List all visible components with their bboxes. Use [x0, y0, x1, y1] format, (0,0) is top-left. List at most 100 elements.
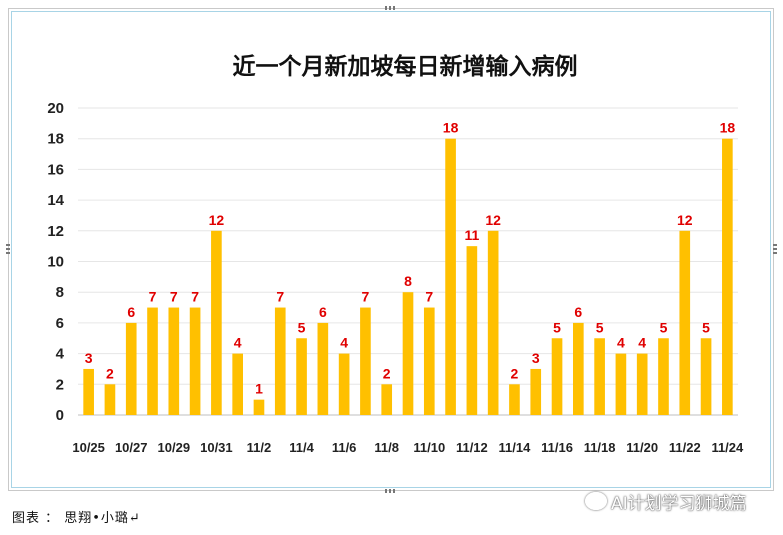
x-tick-label: 11/10 [413, 440, 445, 455]
bar [189, 307, 201, 415]
x-tick-label: 10/29 [158, 440, 191, 455]
x-tick-label: 11/4 [289, 440, 314, 455]
wechat-icon [585, 492, 607, 510]
bar [381, 384, 393, 415]
x-tick-label: 11/8 [374, 440, 399, 455]
data-label: 7 [149, 289, 157, 305]
y-tick-label: 16 [47, 161, 64, 178]
bar [147, 307, 158, 415]
bar [125, 322, 137, 415]
data-label: 6 [319, 304, 327, 320]
data-label: 5 [553, 319, 561, 335]
data-label: 5 [660, 319, 668, 335]
bar [722, 138, 733, 415]
bar [211, 230, 222, 415]
bar [466, 246, 478, 415]
data-label: 3 [532, 350, 540, 366]
data-label: 4 [638, 335, 646, 351]
bar [487, 230, 499, 415]
bar [530, 368, 542, 415]
data-label: 5 [596, 319, 604, 335]
data-label: 4 [340, 335, 348, 351]
data-label: 2 [383, 365, 391, 381]
data-label: 2 [511, 365, 519, 381]
bars [83, 138, 733, 415]
data-label: 4 [617, 335, 625, 351]
y-tick-label: 10 [47, 254, 64, 271]
data-label: 7 [191, 289, 199, 305]
data-label: 5 [702, 319, 710, 335]
y-tick-label: 2 [56, 376, 64, 393]
y-axis: 0 2 4 6 8 10 12 14 16 18 20 [47, 100, 64, 424]
bar [615, 353, 627, 415]
data-label: 18 [720, 120, 736, 136]
x-tick-label: 11/14 [499, 440, 532, 455]
y-tick-label: 18 [47, 131, 64, 148]
resize-handle-left[interactable] [6, 244, 10, 256]
bar [636, 353, 648, 415]
x-tick-label: 11/2 [247, 440, 272, 455]
data-label: 7 [276, 289, 284, 305]
x-tick-label: 10/25 [72, 440, 105, 455]
x-tick-label: 11/18 [584, 440, 616, 455]
y-tick-label: 8 [56, 284, 64, 301]
bar [423, 307, 435, 415]
bar [104, 384, 116, 415]
bar [658, 338, 669, 415]
chart-plot-border [11, 11, 771, 488]
x-tick-label: 10/27 [115, 440, 148, 455]
bar [679, 230, 691, 415]
gridlines [78, 107, 738, 416]
bar [360, 307, 371, 415]
data-label: 12 [485, 212, 501, 228]
data-label: 7 [362, 289, 370, 305]
bar [573, 322, 584, 415]
bar [274, 307, 286, 415]
bar [700, 338, 712, 415]
data-label: 6 [574, 304, 582, 320]
x-tick-label: 11/12 [456, 440, 488, 455]
y-tick-label: 0 [56, 407, 64, 424]
bar [83, 368, 94, 415]
bar [168, 307, 180, 415]
bar [445, 138, 456, 415]
y-tick-label: 14 [47, 192, 64, 209]
bar [594, 338, 605, 415]
data-label: 18 [443, 120, 459, 136]
data-label: 8 [404, 273, 412, 289]
chart-title: 近一个月新加坡每日新增输入病例 [233, 53, 578, 80]
watermark-text: AI计划学习狮城篇 [611, 493, 747, 514]
y-tick-label: 4 [56, 346, 65, 363]
bar [232, 353, 243, 415]
data-label: 6 [127, 304, 135, 320]
y-tick-label: 6 [56, 315, 64, 332]
data-label: 7 [170, 289, 178, 305]
resize-handle-top[interactable] [385, 6, 397, 10]
data-label: 11 [464, 227, 479, 243]
data-label: 4 [234, 335, 242, 351]
data-label: 1 [255, 381, 263, 397]
x-axis: 10/25 10/27 10/29 10/31 11/2 11/4 11/6 11/8 11/1… [72, 440, 744, 455]
bar [551, 338, 563, 415]
x-tick-label: 11/6 [332, 440, 357, 455]
bar [317, 322, 329, 415]
x-tick-label: 11/20 [626, 440, 658, 455]
y-tick-label: 20 [47, 100, 64, 117]
data-label: 12 [209, 212, 225, 228]
resize-handle-bottom[interactable] [385, 489, 397, 493]
x-tick-label: 11/24 [711, 440, 744, 455]
bar [296, 338, 307, 415]
bar [402, 292, 414, 415]
x-tick-label: 11/16 [541, 440, 573, 455]
resize-handle-right[interactable] [773, 244, 777, 256]
y-tick-label: 12 [47, 223, 64, 240]
data-label: 3 [85, 350, 93, 366]
x-tick-label: 10/31 [200, 440, 233, 455]
data-label: 2 [106, 365, 114, 381]
bar [509, 384, 520, 415]
data-label: 12 [677, 212, 693, 228]
bar [253, 399, 265, 415]
x-tick-label: 11/22 [669, 440, 701, 455]
caption: 图表 ： 思翔•小璐↵ [12, 511, 141, 526]
